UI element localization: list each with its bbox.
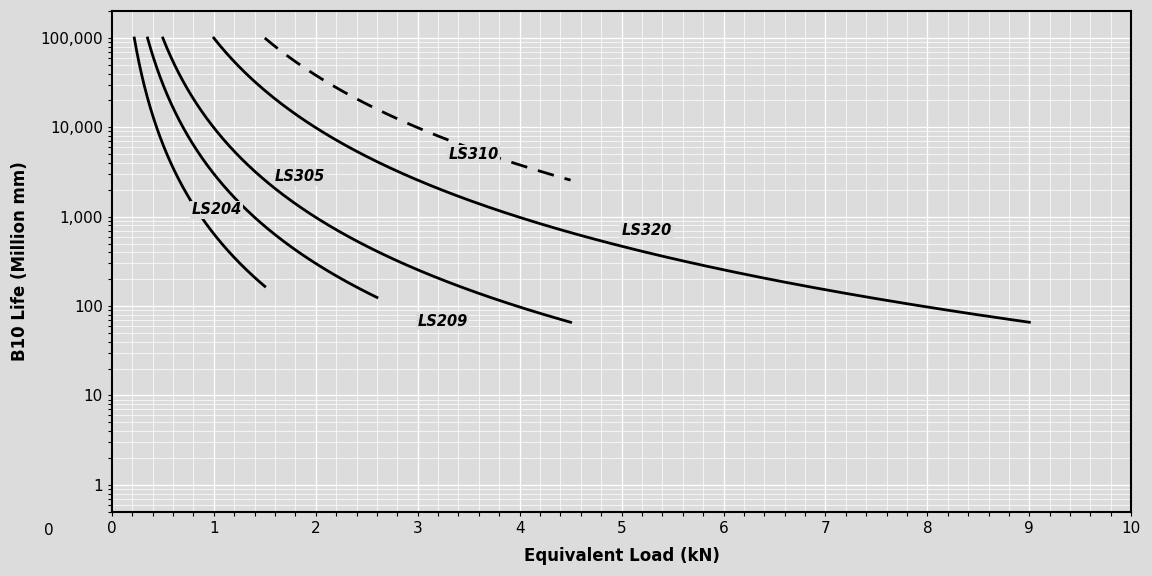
Text: LS209: LS209 xyxy=(418,313,468,328)
Text: LS310: LS310 xyxy=(448,147,499,162)
Y-axis label: B10 Life (Million mm): B10 Life (Million mm) xyxy=(12,161,29,361)
Text: LS320: LS320 xyxy=(622,223,672,238)
X-axis label: Equivalent Load (kN): Equivalent Load (kN) xyxy=(524,547,720,565)
Text: LS204: LS204 xyxy=(191,202,242,217)
Text: LS305: LS305 xyxy=(275,169,325,184)
Text: 0: 0 xyxy=(44,523,53,538)
